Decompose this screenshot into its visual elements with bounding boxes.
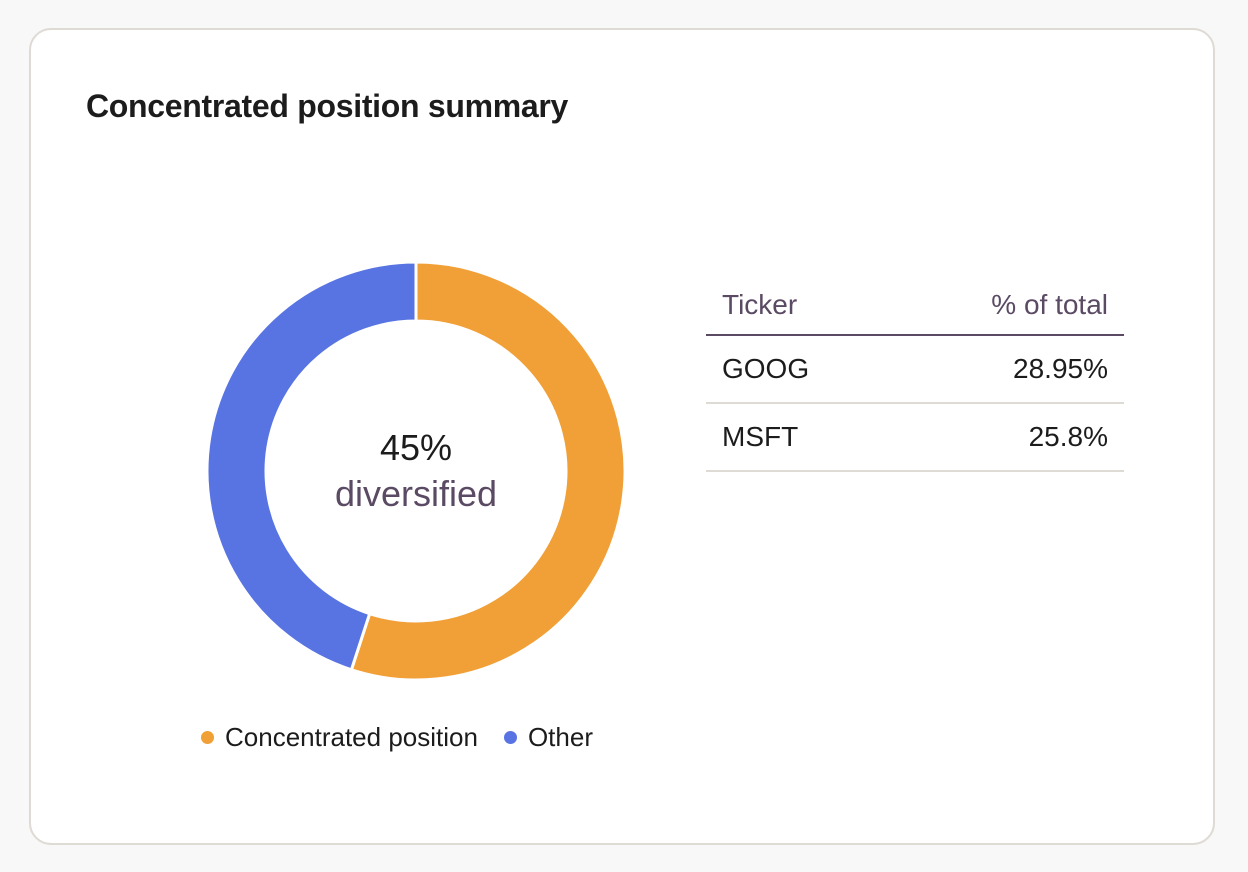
donut-slice-other[interactable] (205, 260, 418, 672)
ticker-column-header[interactable]: Ticker (706, 276, 892, 336)
chart-legend: Concentrated position Other (201, 722, 619, 753)
ticker-cell: MSFT (706, 403, 892, 472)
table-row: GOOG 28.95% (706, 335, 1124, 404)
donut-svg (205, 260, 627, 682)
concentrated-position-card: Concentrated position summary 45% divers… (29, 28, 1215, 845)
pct-column-header[interactable]: % of total (891, 276, 1124, 336)
legend-item-concentrated[interactable]: Concentrated position (201, 722, 478, 753)
legend-label: Concentrated position (225, 722, 478, 752)
legend-dot-icon (201, 731, 214, 744)
card-title: Concentrated position summary (86, 88, 569, 124)
ticker-cell: GOOG (706, 335, 892, 404)
legend-item-other[interactable]: Other (503, 722, 593, 753)
legend-label: Other (527, 722, 593, 752)
pct-cell: 25.8% (891, 403, 1124, 472)
donut-chart: 45% diversified (201, 256, 631, 686)
legend-dot-icon (503, 731, 517, 744)
table-header-row: Ticker % of total (706, 276, 1124, 336)
table-row: MSFT 25.8% (706, 403, 1124, 472)
pct-cell: 28.95% (891, 335, 1124, 404)
ticker-table: Ticker % of total GOOG 28.95% MSFT 25.8% (706, 276, 1124, 472)
donut-slice-concentrated-position[interactable] (349, 260, 627, 682)
